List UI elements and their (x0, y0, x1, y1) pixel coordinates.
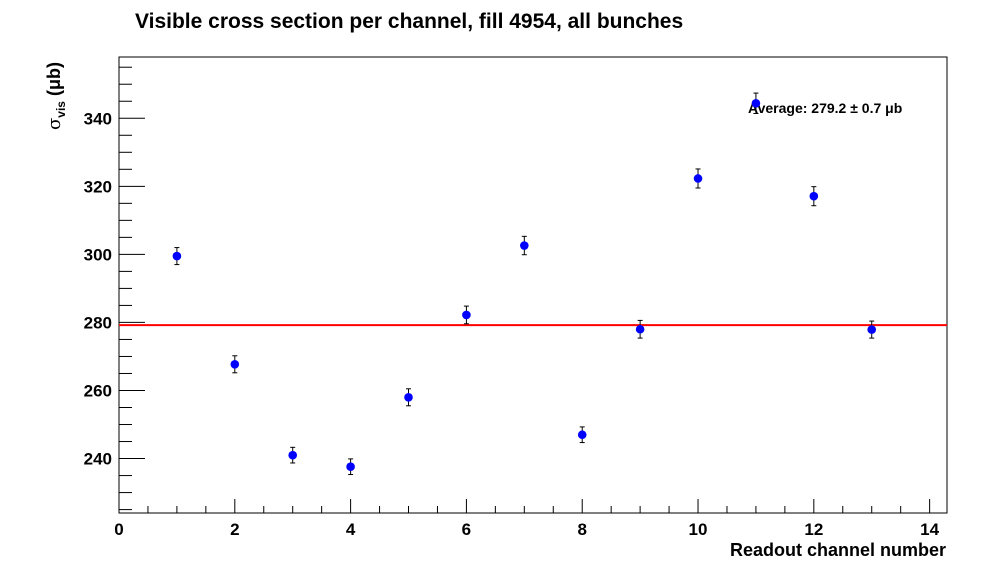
data-point (404, 392, 413, 402)
x-tick-label: 14 (920, 520, 939, 539)
x-tick-label: 0 (114, 520, 123, 539)
y-tick-label: 300 (84, 245, 112, 264)
data-point (172, 251, 182, 261)
data-point (520, 241, 529, 250)
data-point (751, 98, 761, 108)
y-tick-label: 320 (84, 177, 112, 196)
plot-frame (118, 56, 948, 514)
chart-title: Visible cross section per channel, fill … (135, 10, 684, 33)
y-tick-label: 280 (84, 313, 112, 332)
x-tick-label: 2 (230, 520, 239, 539)
data-point (288, 450, 298, 460)
data-point (462, 310, 471, 320)
y-tick-label: 340 (84, 109, 112, 128)
y-tick-label: 240 (84, 450, 112, 469)
x-tick-label: 4 (346, 520, 356, 539)
x-axis-label: Readout channel number (729, 540, 946, 560)
x-tick-label: 10 (689, 520, 708, 539)
data-point (635, 324, 645, 334)
data-point (577, 430, 587, 440)
y-tick-label: 260 (84, 381, 112, 400)
x-tick-label: 12 (804, 520, 823, 539)
x-tick-label: 6 (462, 520, 471, 539)
data-point (346, 462, 355, 472)
x-tick-label: 8 (577, 520, 586, 539)
data-point (809, 191, 819, 201)
data-point (230, 359, 240, 369)
data-point (867, 325, 877, 334)
data-point (693, 174, 703, 183)
average-annotation: Average: 279.2 ± 0.7 μb (748, 100, 903, 116)
